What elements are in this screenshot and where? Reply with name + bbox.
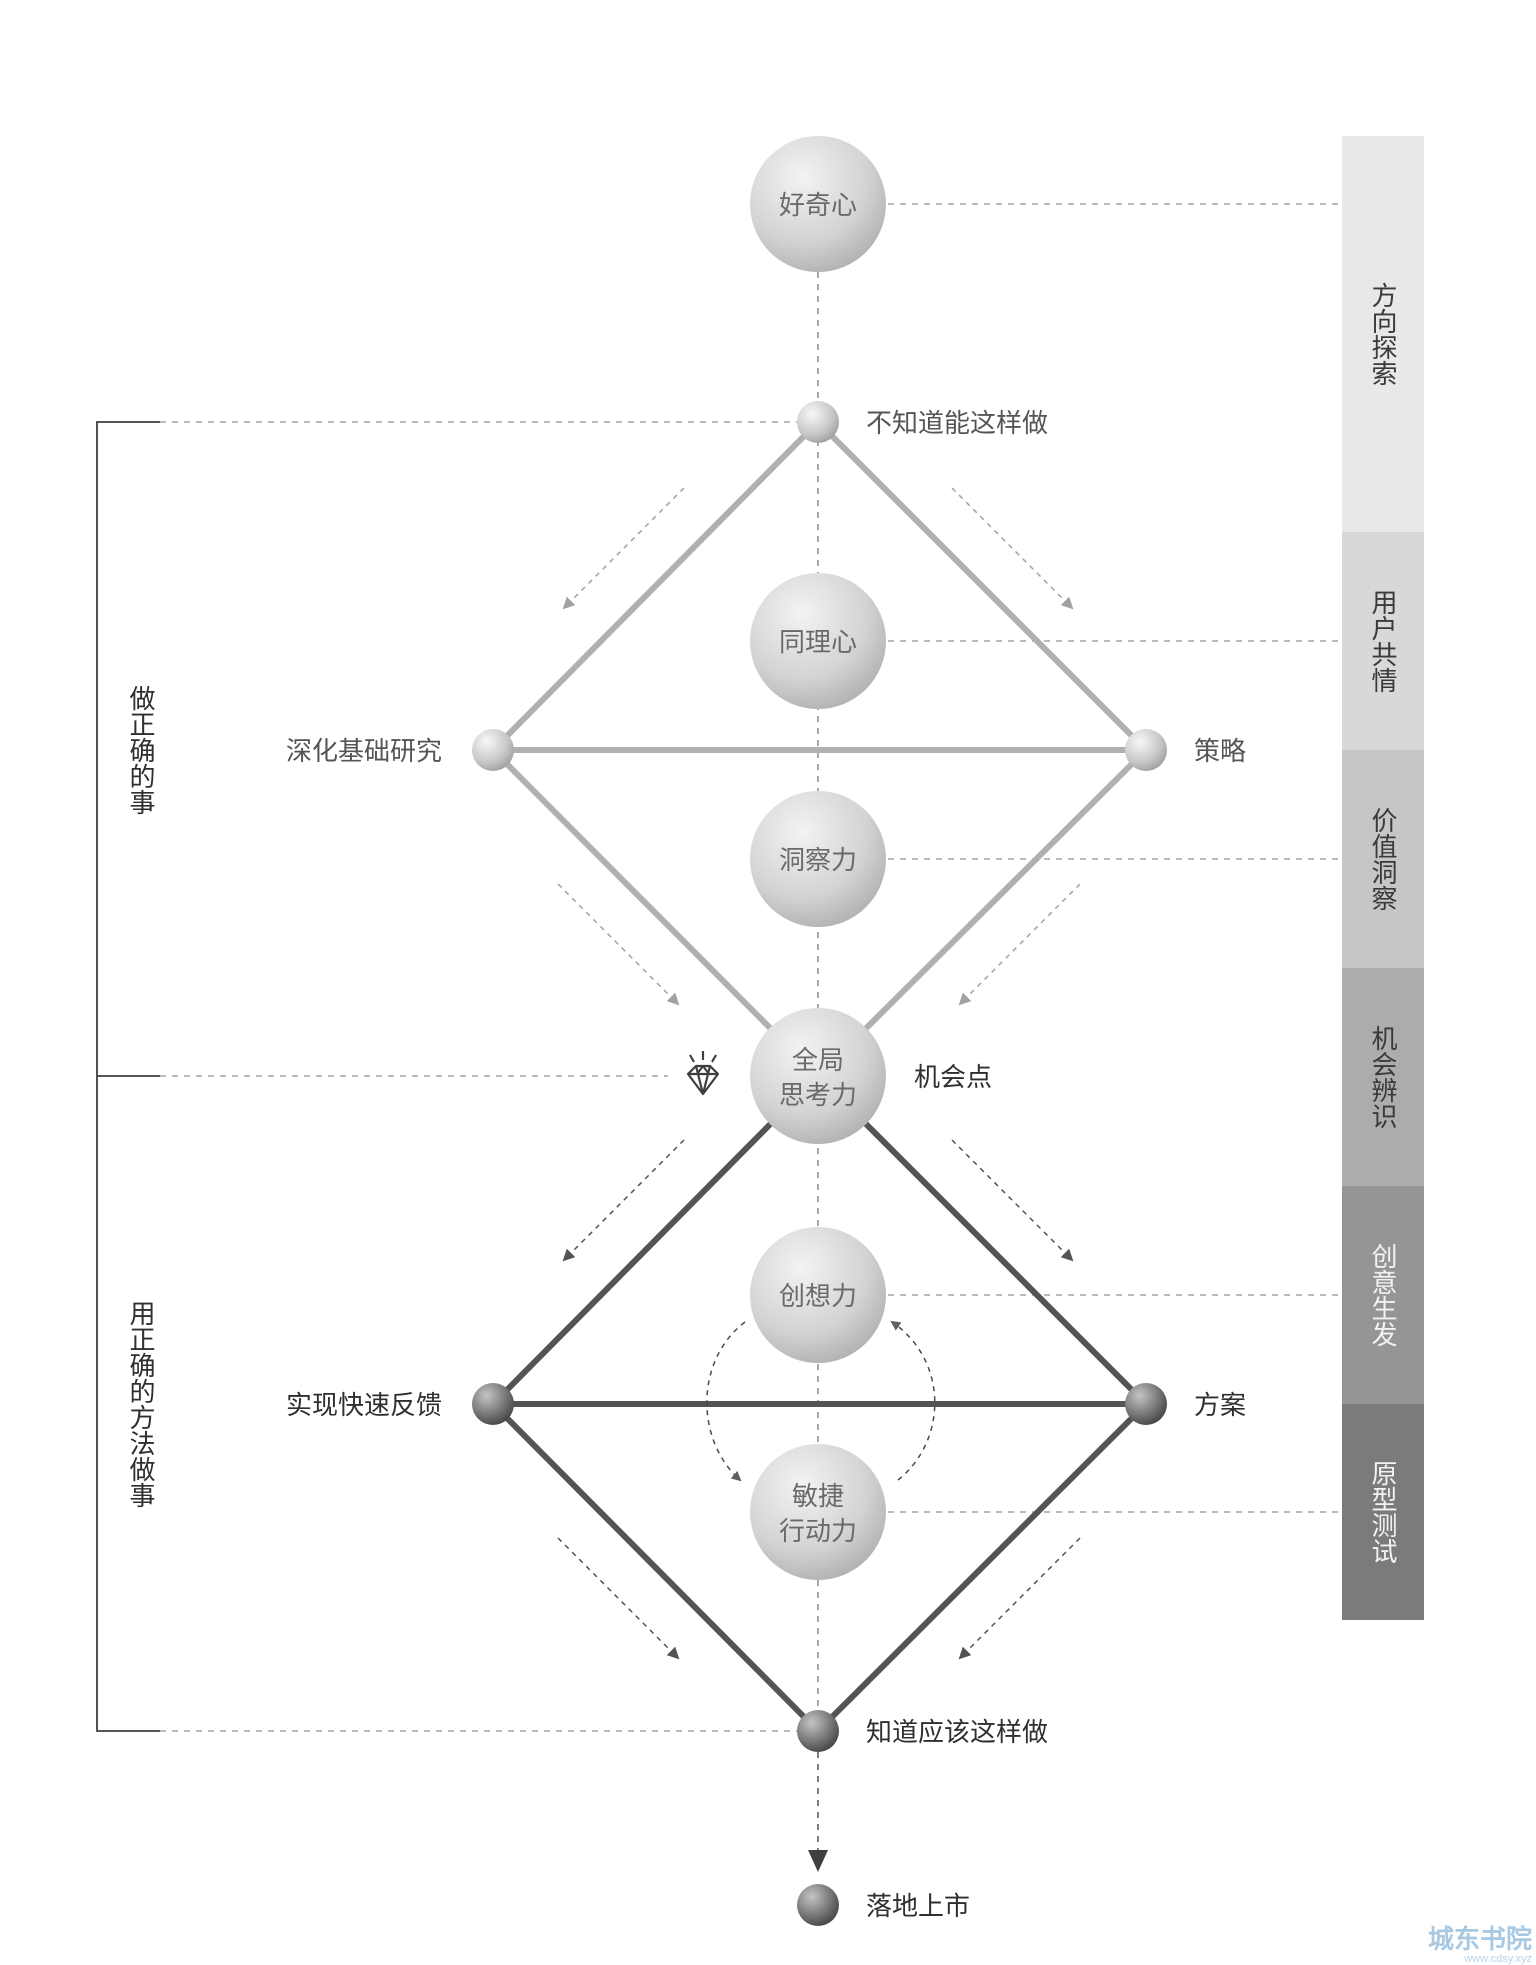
- iteration-loop: [706, 1320, 936, 1482]
- label-solution: 方案: [1194, 1390, 1246, 1420]
- circle-agile-label-2: 行动力: [779, 1516, 857, 1546]
- upper-diamond: [490, 419, 1149, 1079]
- node-launch: [797, 1884, 839, 1926]
- circle-agile-action: 敏捷 行动力: [750, 1444, 886, 1580]
- flow-arrows-upper: [557, 487, 1081, 1006]
- node-deepen-research: [472, 729, 514, 771]
- circle-curiosity-label: 好奇心: [779, 190, 857, 220]
- label-dont-know: 不知道能这样做: [866, 408, 1048, 438]
- watermark-url: www.cdsy.xyz: [1463, 1953, 1532, 1965]
- circle-creativity: 创想力: [750, 1227, 886, 1363]
- node-solution: [1125, 1383, 1167, 1425]
- watermark-title: 城东书院: [1428, 1924, 1532, 1954]
- circle-empathy: 同理心: [750, 573, 886, 709]
- phase-label-ideation: 创意生发: [1368, 1243, 1398, 1347]
- circle-global-label-2: 思考力: [779, 1080, 857, 1110]
- label-fast-feedback: 实现快速反馈: [286, 1390, 442, 1420]
- label-opportunity: 机会点: [914, 1062, 992, 1092]
- phase-band-direction: [1342, 136, 1424, 532]
- label-strategy: 策略: [1194, 736, 1246, 766]
- phase-label-opportunity: 机会辨识: [1368, 1025, 1398, 1129]
- phase-band-empathy: [1342, 532, 1424, 750]
- phase-label-prototype: 原型测试: [1368, 1460, 1398, 1564]
- bracket-label-do-right-thing: 做正确的事: [126, 685, 156, 815]
- node-know-should: [797, 1710, 839, 1752]
- phase-band-ideation: [1342, 1186, 1424, 1404]
- circle-curiosity: 好奇心: [750, 136, 886, 272]
- phase-band-value: [1342, 750, 1424, 968]
- flow-arrows-lower: [557, 1139, 1081, 1660]
- circle-global-label-1: 全局: [792, 1045, 844, 1075]
- bracket-label-do-thing-right: 用正确的方法做事: [126, 1300, 156, 1508]
- circle-agile-label-1: 敏捷: [792, 1481, 844, 1511]
- label-deepen-research: 深化基础研究: [286, 736, 442, 766]
- phase-band-prototype: [1342, 1404, 1424, 1620]
- phase-band-opportunity: [1342, 968, 1424, 1186]
- left-brackets: [96, 421, 800, 1732]
- node-fast-feedback: [472, 1383, 514, 1425]
- circle-insight: 洞察力: [750, 791, 886, 927]
- label-know-should: 知道应该这样做: [866, 1717, 1048, 1747]
- phase-label-direction: 方向探索: [1368, 282, 1398, 386]
- label-launch: 落地上市: [866, 1891, 970, 1921]
- lower-diamond: [490, 1073, 1149, 1734]
- diamond-icon: [686, 1051, 720, 1096]
- axis-arrowhead: [808, 1850, 828, 1872]
- node-strategy: [1125, 729, 1167, 771]
- phase-label-value: 价值洞察: [1368, 807, 1398, 911]
- phase-label-empathy: 用户共情: [1368, 589, 1398, 693]
- circle-global-thinking: 全局 思考力: [750, 1008, 886, 1144]
- circle-empathy-label: 同理心: [779, 627, 857, 657]
- circle-insight-label: 洞察力: [779, 845, 857, 875]
- phase-guide-lines: [888, 203, 1342, 1513]
- circle-creativity-label: 创想力: [779, 1281, 857, 1311]
- phase-bar: [1342, 136, 1424, 1620]
- node-dont-know: [797, 401, 839, 443]
